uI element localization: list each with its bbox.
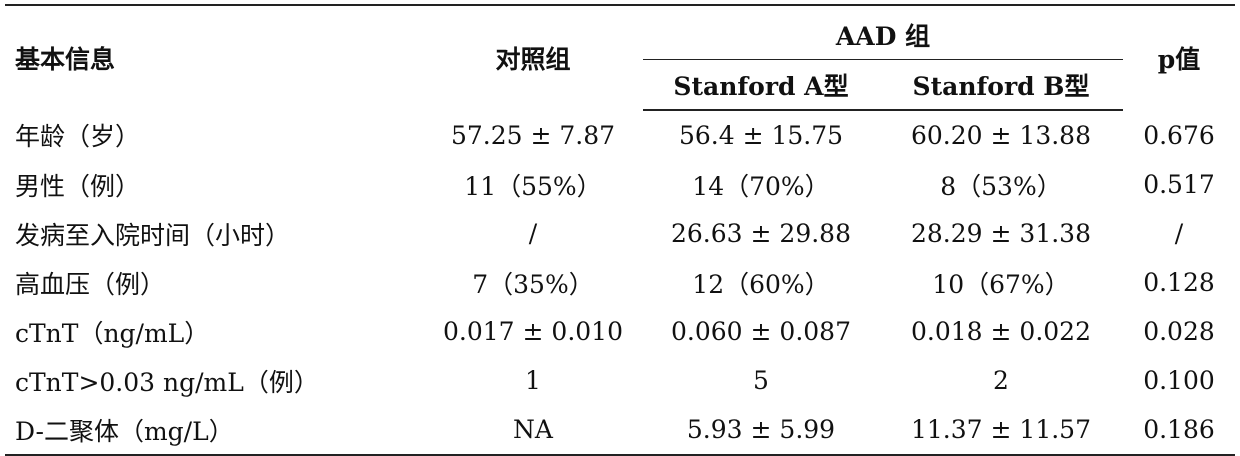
- row-label: 年龄（岁）: [5, 110, 423, 160]
- cell-stanford-a: 0.060 ± 0.087: [643, 307, 879, 356]
- cell-stanford-b: 60.20 ± 13.88: [879, 110, 1123, 160]
- cell-control: 57.25 ± 7.87: [423, 110, 643, 160]
- row-label: cTnT>0.03 ng/mL（例）: [5, 356, 423, 405]
- table-row: 高血压（例） 7（35%） 12（60%） 10（67%） 0.128: [5, 258, 1235, 307]
- row-label: 发病至入院时间（小时）: [5, 209, 423, 258]
- cell-p-value: /: [1123, 209, 1235, 258]
- cell-p-value: 0.128: [1123, 258, 1235, 307]
- table-row: 年龄（岁） 57.25 ± 7.87 56.4 ± 15.75 60.20 ± …: [5, 110, 1235, 160]
- header-p-value: p值: [1123, 5, 1235, 110]
- row-label: 高血压（例）: [5, 258, 423, 307]
- header-control-group: 对照组: [423, 5, 643, 110]
- cell-p-value: 0.676: [1123, 110, 1235, 160]
- cell-control: 1: [423, 356, 643, 405]
- cell-control: /: [423, 209, 643, 258]
- cell-stanford-b: 11.37 ± 11.57: [879, 405, 1123, 455]
- cell-stanford-a: 14（70%）: [643, 160, 879, 209]
- cell-control: 0.017 ± 0.010: [423, 307, 643, 356]
- table-body: 年龄（岁） 57.25 ± 7.87 56.4 ± 15.75 60.20 ± …: [5, 110, 1235, 455]
- row-label: 男性（例）: [5, 160, 423, 209]
- cell-stanford-a: 5.93 ± 5.99: [643, 405, 879, 455]
- row-label: cTnT（ng/mL）: [5, 307, 423, 356]
- cell-stanford-a: 56.4 ± 15.75: [643, 110, 879, 160]
- baseline-characteristics-table: 基本信息 对照组 AAD 组 p值 Stanford A型 Stanford B…: [5, 4, 1235, 456]
- table-row: D-二聚体（mg/L） NA 5.93 ± 5.99 11.37 ± 11.57…: [5, 405, 1235, 455]
- table-row: 发病至入院时间（小时） / 26.63 ± 29.88 28.29 ± 31.3…: [5, 209, 1235, 258]
- header-aad-group: AAD 组: [643, 5, 1123, 60]
- cell-stanford-a: 5: [643, 356, 879, 405]
- header-basic-info: 基本信息: [5, 5, 423, 110]
- cell-stanford-b: 0.018 ± 0.022: [879, 307, 1123, 356]
- cell-control: 7（35%）: [423, 258, 643, 307]
- cell-stanford-b: 28.29 ± 31.38: [879, 209, 1123, 258]
- row-label: D-二聚体（mg/L）: [5, 405, 423, 455]
- cell-stanford-a: 12（60%）: [643, 258, 879, 307]
- cell-stanford-b: 10（67%）: [879, 258, 1123, 307]
- cell-p-value: 0.186: [1123, 405, 1235, 455]
- cell-p-value: 0.028: [1123, 307, 1235, 356]
- table-row: cTnT>0.03 ng/mL（例） 1 5 2 0.100: [5, 356, 1235, 405]
- cell-p-value: 0.100: [1123, 356, 1235, 405]
- table-row: cTnT（ng/mL） 0.017 ± 0.010 0.060 ± 0.087 …: [5, 307, 1235, 356]
- cell-control: 11（55%）: [423, 160, 643, 209]
- header-aad-group-label: AAD 组: [836, 17, 930, 53]
- table-header: 基本信息 对照组 AAD 组 p值 Stanford A型 Stanford B…: [5, 5, 1235, 110]
- cell-control: NA: [423, 405, 643, 455]
- cell-stanford-b: 2: [879, 356, 1123, 405]
- cell-stanford-b: 8（53%）: [879, 160, 1123, 209]
- header-stanford-a: Stanford A型: [643, 60, 879, 111]
- cell-stanford-a: 26.63 ± 29.88: [643, 209, 879, 258]
- table-row: 男性（例） 11（55%） 14（70%） 8（53%） 0.517: [5, 160, 1235, 209]
- cell-p-value: 0.517: [1123, 160, 1235, 209]
- header-stanford-b: Stanford B型: [879, 60, 1123, 111]
